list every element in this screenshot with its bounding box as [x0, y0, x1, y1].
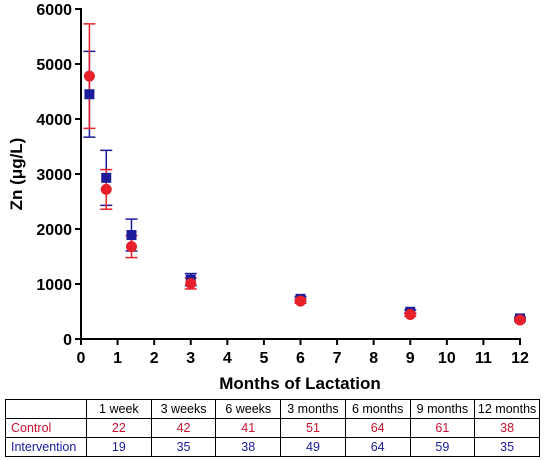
table-header-cell	[5, 399, 87, 419]
table-row-intervention: Intervention 19 35 38 49 64 59 35	[5, 437, 540, 457]
intervention-point	[126, 230, 137, 241]
table-header-cell: 1 week	[86, 399, 152, 419]
table-cell: 49	[280, 437, 346, 457]
x-tick-label: 1	[113, 350, 122, 367]
control-point	[100, 183, 112, 195]
sample-size-table: 1 week 3 weeks 6 weeks 3 months 6 months…	[5, 399, 540, 457]
x-tick-label: 3	[186, 350, 195, 367]
table-cell: 59	[409, 437, 476, 457]
table-cell: 35	[150, 437, 217, 457]
table-header-cell: 9 months	[409, 399, 476, 419]
y-tick-label: 6000	[36, 2, 72, 19]
x-tick-label: 10	[438, 350, 456, 367]
table-cell: 64	[344, 437, 411, 457]
y-axis-label: Zn (μg/L)	[7, 138, 26, 211]
control-point	[125, 241, 137, 253]
y-tick-label: 4000	[36, 112, 72, 129]
control-point	[185, 277, 197, 289]
table-cell: 22	[86, 418, 152, 438]
control-point	[295, 295, 306, 307]
x-tick-label: 8	[369, 350, 378, 367]
row-label-intervention: Intervention	[5, 437, 87, 457]
intervention-point	[101, 172, 112, 183]
table-header-row: 1 week 3 weeks 6 weeks 3 months 6 months…	[5, 399, 540, 419]
intervention-point	[84, 89, 95, 100]
x-tick-label: 12	[511, 350, 529, 367]
x-tick-label: 0	[77, 350, 86, 367]
y-tick-label: 1000	[36, 277, 72, 294]
control-point	[83, 70, 95, 82]
table-cell: 38	[215, 437, 282, 457]
y-tick-label: 2000	[36, 222, 72, 239]
x-tick-label: 5	[259, 350, 268, 367]
table-row-control: Control 22 42 41 51 64 61 38	[5, 418, 540, 438]
control-point	[514, 314, 526, 326]
y-tick-label: 5000	[36, 57, 72, 74]
table-header-cell: 12 months	[474, 399, 540, 419]
data-marks	[83, 23, 526, 326]
table-header-cell: 3 weeks	[150, 399, 217, 419]
x-axis-label: Months of Lactation	[219, 374, 380, 392]
table-cell: 35	[474, 437, 540, 457]
table-header-cell: 3 months	[280, 399, 346, 419]
table-cell: 64	[344, 418, 411, 438]
y-tick-label: 0	[63, 332, 72, 349]
table-cell: 41	[215, 418, 282, 438]
x-tick-label: 2	[150, 350, 159, 367]
x-tick-label: 4	[223, 350, 232, 367]
table-cell: 19	[86, 437, 152, 457]
table-cell: 51	[280, 418, 346, 438]
row-label-control: Control	[5, 418, 87, 438]
table-header-cell: 6 months	[344, 399, 411, 419]
y-tick-label: 3000	[36, 167, 72, 184]
table-cell: 38	[474, 418, 540, 438]
table-cell: 42	[150, 418, 217, 438]
x-tick-label: 11	[475, 350, 492, 367]
x-tick-label: 7	[333, 350, 342, 367]
x-tick-label: 6	[296, 350, 305, 367]
table-header-cell: 6 weeks	[215, 399, 282, 419]
x-tick-label: 9	[406, 350, 415, 367]
control-point	[404, 309, 416, 321]
table-cell: 61	[409, 418, 476, 438]
